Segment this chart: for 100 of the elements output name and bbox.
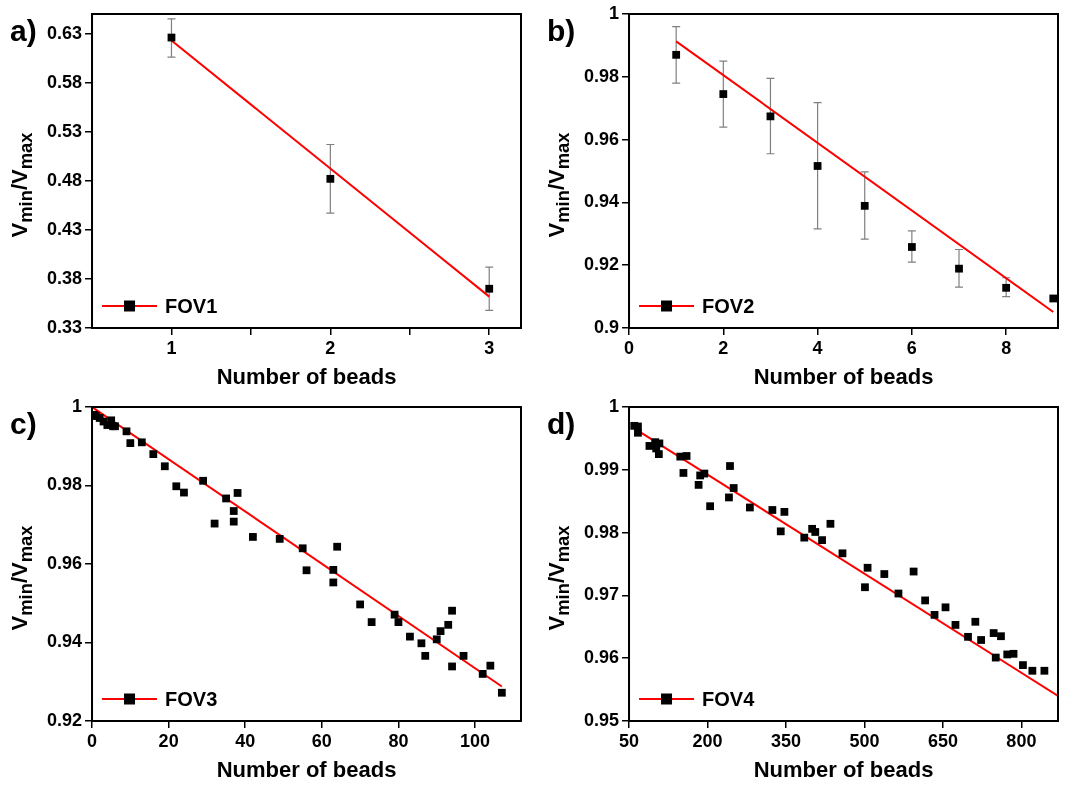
point — [478, 670, 487, 678]
point — [729, 484, 738, 492]
y-tick-label: 1 — [609, 395, 620, 416]
point — [634, 428, 642, 437]
y-tick-label: 0.53 — [46, 120, 83, 141]
point — [122, 427, 131, 436]
y-tick-label: 1 — [72, 395, 83, 416]
y-tick-label: 0.58 — [46, 71, 83, 92]
point — [367, 618, 376, 626]
x-axis-title: Number of beads — [753, 363, 934, 389]
point — [682, 452, 691, 460]
point — [126, 439, 135, 447]
point — [249, 533, 257, 541]
point — [766, 112, 775, 121]
point — [921, 596, 930, 605]
point — [417, 639, 426, 648]
point — [818, 536, 826, 545]
point — [861, 583, 869, 592]
y-tick-label: 0.33 — [46, 316, 83, 337]
y-tick-label: 0.95 — [583, 709, 620, 730]
point — [180, 488, 188, 497]
point — [706, 502, 715, 511]
y-tick-label: 0.97 — [583, 584, 620, 605]
point — [654, 450, 663, 458]
point — [930, 610, 939, 619]
point — [229, 517, 238, 526]
point — [448, 606, 456, 615]
x-tick-label: 8 — [1001, 337, 1012, 358]
point — [813, 162, 822, 170]
x-tick-label: 200 — [692, 730, 723, 751]
point — [694, 480, 703, 489]
x-axis-title: Number of beads — [216, 363, 397, 389]
y-tick-label: 0.92 — [46, 709, 83, 730]
point — [811, 528, 820, 536]
x-tick-label: 0 — [624, 337, 635, 358]
point — [826, 519, 835, 528]
y-tick-label: 0.96 — [46, 552, 83, 573]
legend-label: FOV1 — [165, 294, 218, 317]
point — [679, 469, 688, 477]
point — [971, 617, 980, 626]
y-tick-label: 0.48 — [46, 169, 83, 190]
point — [329, 566, 338, 574]
x-tick-label: 50 — [619, 730, 640, 751]
x-axis-title: Number of beads — [753, 756, 934, 782]
point — [977, 636, 985, 644]
point — [421, 651, 430, 660]
point — [964, 632, 972, 641]
y-tick-label: 0.9 — [594, 316, 620, 337]
point — [776, 527, 785, 536]
point — [838, 549, 847, 558]
point — [275, 534, 284, 543]
y-tick-label: 0.38 — [46, 267, 83, 288]
point — [436, 627, 445, 636]
point — [497, 688, 506, 697]
point — [725, 493, 733, 502]
y-tick-label: 0.96 — [583, 128, 620, 149]
point — [149, 450, 158, 458]
point — [485, 284, 494, 293]
y-tick-label: 0.96 — [583, 647, 620, 668]
x-axis-title: Number of beads — [216, 756, 397, 782]
x-tick-label: 0 — [87, 730, 98, 751]
point — [448, 662, 456, 671]
point — [486, 661, 495, 670]
y-tick-label: 0.98 — [583, 65, 620, 86]
x-tick-label: 800 — [1006, 730, 1037, 751]
point — [941, 603, 950, 612]
x-tick-label: 100 — [460, 730, 491, 751]
point — [955, 264, 963, 273]
point — [672, 50, 681, 59]
y-tick-label: 1 — [609, 2, 620, 23]
point — [444, 620, 453, 629]
point — [880, 570, 889, 578]
point — [298, 544, 307, 553]
legend-label: FOV3 — [165, 687, 218, 710]
point — [997, 632, 1005, 641]
x-tick-label: 80 — [388, 730, 409, 751]
x-tick-label: 500 — [849, 730, 880, 751]
point — [768, 506, 777, 514]
point — [951, 621, 960, 629]
chart-title: b) — [547, 14, 576, 48]
point — [229, 507, 238, 515]
chart-title: d) — [547, 407, 576, 441]
point — [199, 476, 207, 485]
point — [406, 632, 414, 641]
x-tick-label: 2 — [718, 337, 729, 358]
point — [1028, 666, 1037, 675]
point — [1019, 661, 1027, 669]
point — [863, 563, 872, 572]
point — [222, 494, 230, 503]
x-tick-label: 4 — [812, 337, 823, 358]
point — [989, 629, 998, 637]
point — [991, 653, 1000, 662]
point — [329, 578, 338, 587]
y-tick-label: 0.98 — [583, 521, 620, 542]
point — [302, 566, 311, 575]
y-tick-label: 0.94 — [583, 191, 620, 212]
point — [172, 482, 181, 491]
point — [860, 201, 869, 210]
point — [726, 462, 734, 470]
point — [780, 507, 789, 516]
